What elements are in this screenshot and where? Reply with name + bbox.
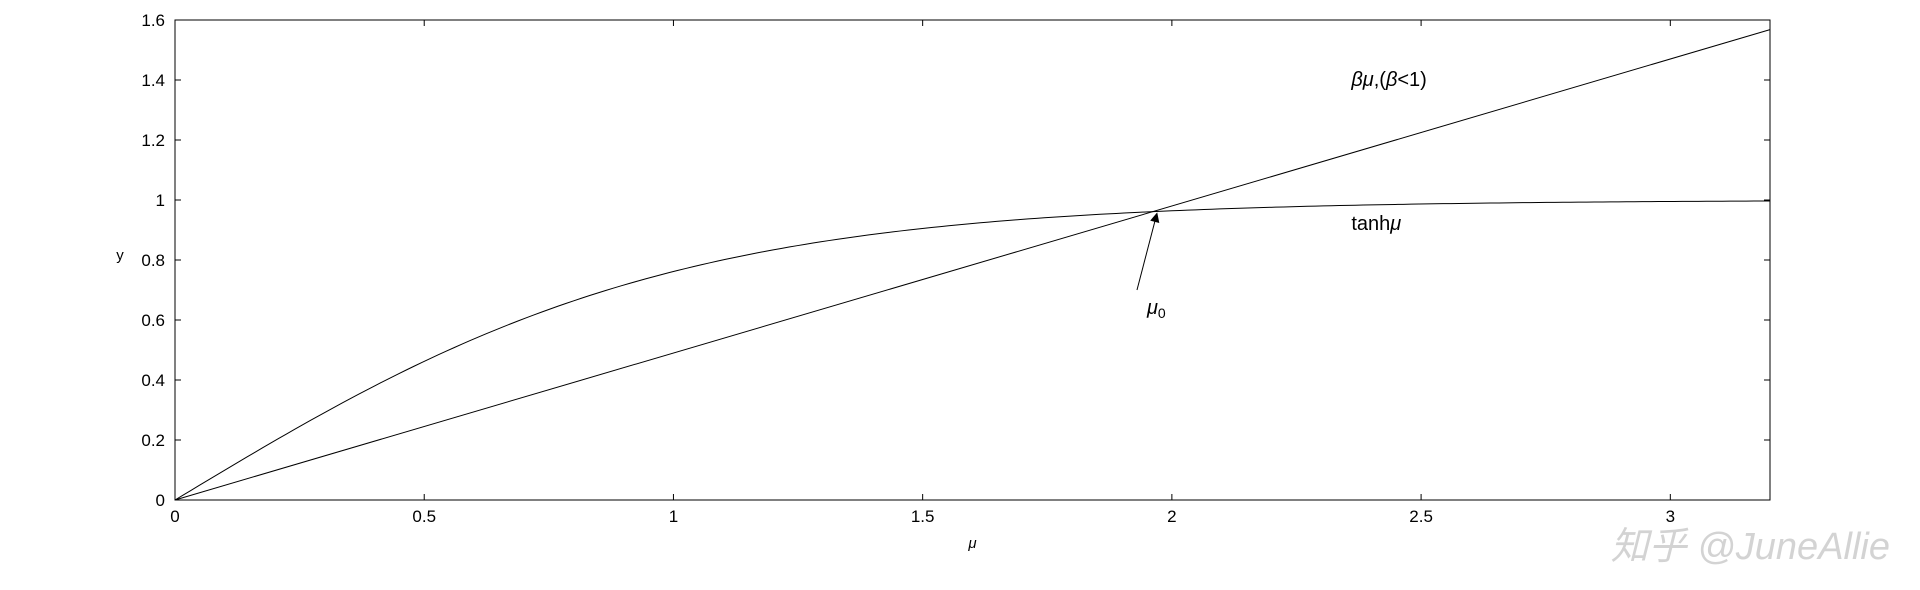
- annotation-mu0-label: μ0: [1146, 297, 1166, 321]
- x-tick-label: 1: [669, 507, 678, 526]
- y-tick-label: 0.8: [141, 251, 165, 270]
- y-tick-label: 0: [156, 491, 165, 510]
- x-tick-label: 0: [170, 507, 179, 526]
- y-axis-label: y: [116, 247, 124, 264]
- y-tick-label: 0.6: [141, 311, 165, 330]
- x-tick-label: 2: [1167, 507, 1176, 526]
- annotation-arrow-head: [1151, 214, 1159, 223]
- y-tick-label: 1.2: [141, 131, 165, 150]
- y-tick-label: 0.2: [141, 431, 165, 450]
- annotation-beta-label: βμ,(β<1): [1350, 69, 1427, 91]
- annotation-tanh-label: tanhμ: [1351, 213, 1401, 235]
- series-beta-mu: [175, 30, 1770, 500]
- x-tick-label: 3: [1666, 507, 1675, 526]
- x-axis-label: μ: [967, 535, 976, 552]
- y-tick-label: 1.4: [141, 71, 165, 90]
- annotation-arrow: [1137, 214, 1157, 291]
- y-tick-label: 1.6: [141, 11, 165, 30]
- chart: 00.511.522.53μ00.20.40.60.811.21.41.6yβμ…: [0, 0, 1920, 590]
- x-tick-label: 0.5: [412, 507, 436, 526]
- x-tick-label: 1.5: [911, 507, 935, 526]
- x-tick-label: 2.5: [1409, 507, 1433, 526]
- y-tick-label: 0.4: [141, 371, 165, 390]
- series-tanh: [175, 201, 1770, 500]
- y-tick-label: 1: [156, 191, 165, 210]
- plot-box: [175, 20, 1770, 500]
